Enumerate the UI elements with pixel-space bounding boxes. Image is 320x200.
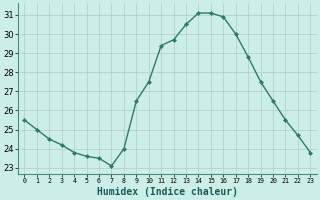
- X-axis label: Humidex (Indice chaleur): Humidex (Indice chaleur): [97, 186, 238, 197]
